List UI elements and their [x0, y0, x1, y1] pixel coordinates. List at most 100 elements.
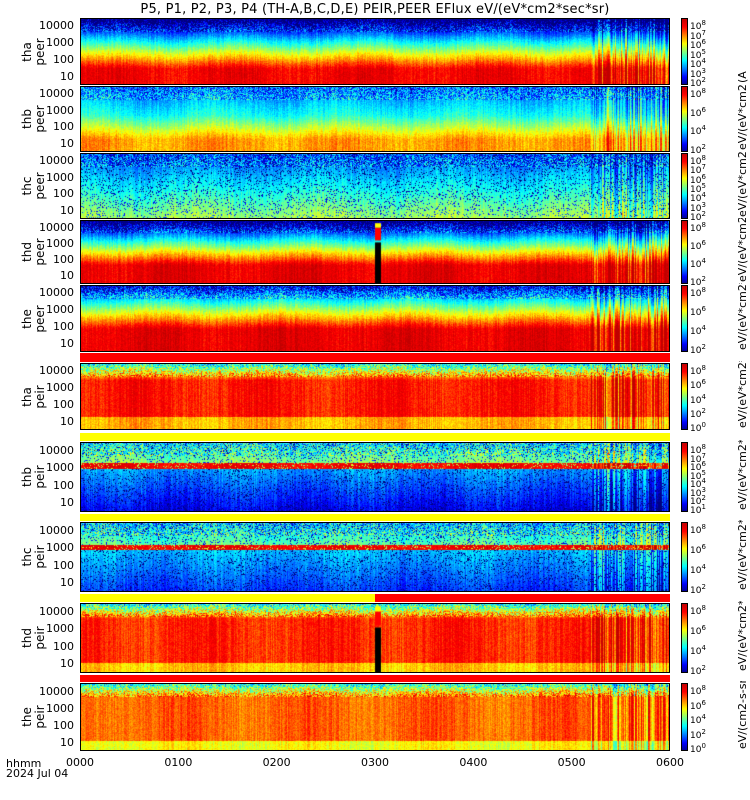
- y-tick-label: 1000: [46, 461, 74, 475]
- x-axis-date-label: 2024 Jul 04: [6, 767, 69, 780]
- colorbar-tick-label: 102: [690, 343, 706, 356]
- x-tick-label: 0600: [656, 756, 684, 769]
- colorbar-9: [681, 603, 688, 673]
- y-tick-label: 100: [53, 397, 74, 411]
- colorbar-tick-label: 104: [690, 57, 706, 70]
- colorbar-frame: [681, 153, 688, 219]
- y-tick-label: 100: [53, 253, 74, 266]
- y-tick-label: 10000: [39, 154, 74, 168]
- y-tick-label: 10: [60, 269, 74, 282]
- mode-indicator-strip: [80, 514, 670, 521]
- colorbar-tick-label: 104: [690, 392, 706, 406]
- x-tick-label: 0000: [66, 756, 94, 769]
- y-tick-label: 10: [60, 657, 74, 671]
- colorbar-tick-label: 102: [690, 275, 706, 288]
- colorbar-tick-label: 103: [690, 66, 706, 80]
- colorbar-frame: [681, 522, 688, 592]
- colorbar-tick-label: 102: [690, 406, 706, 420]
- y-tick-label: 100: [53, 52, 74, 66]
- colorbar-unit-label: eV/(eV*cm2*s*sr): [736, 440, 749, 510]
- spectrogram-panel-7: [80, 442, 670, 512]
- colorbar-tick-label: 108: [690, 364, 706, 377]
- spectrogram-panel-5: [80, 285, 670, 352]
- colorbar-tick-label: 102: [690, 76, 706, 89]
- y-tick-label: 10: [60, 203, 74, 217]
- colorbar-tick-label: 108: [690, 604, 706, 617]
- colorbar-tick-label: 107: [690, 28, 706, 42]
- colorbar-frame: [681, 86, 688, 152]
- colorbar-tick-label: 108: [690, 221, 706, 234]
- colorbar-tick-label: 108: [690, 87, 706, 100]
- colorbar-tick-label: 106: [690, 378, 706, 392]
- colorbar-frame: [681, 285, 688, 352]
- y-tick-label: 10000: [39, 523, 74, 537]
- colorbar-5: [681, 285, 688, 352]
- colorbar-tick-label: 104: [690, 257, 706, 270]
- y-tick-label: 1000: [46, 701, 74, 715]
- colorbar-frame: [681, 603, 688, 673]
- colorbar-unit-label: eV/(eV*cm2*s*sr): [736, 283, 749, 350]
- colorbar-frame: [681, 683, 688, 751]
- y-tick-label: 10: [60, 336, 74, 350]
- spectrogram-panel-1: [80, 18, 670, 85]
- colorbar-tick-label: 102: [690, 583, 706, 596]
- y-tick-label: 10: [60, 496, 74, 510]
- colorbar-tick-label: 108: [690, 19, 706, 32]
- mode-indicator-strip: [80, 433, 670, 441]
- y-tick-label: 100: [53, 558, 74, 572]
- y-tick-label: 100: [53, 718, 74, 732]
- figure-title: P5, P1, P2, P3, P4 (TH-A,B,C,D,E) PEIR,P…: [140, 2, 610, 17]
- colorbar-tick-label: 104: [690, 713, 706, 726]
- colorbar-tick-label: 103: [690, 200, 706, 214]
- colorbar-frame: [681, 18, 688, 85]
- x-tick-label: 0400: [459, 756, 488, 769]
- spectrogram-panel-2: [80, 86, 670, 152]
- y-tick-label: 100: [53, 639, 74, 653]
- colorbar-tick-label: 101: [690, 503, 706, 516]
- y-tick-label: 10000: [39, 684, 74, 698]
- colorbar-10: [681, 683, 688, 751]
- y-tick-label: 100: [53, 187, 74, 201]
- y-tick-label: 10: [60, 414, 74, 428]
- colorbar-unit-label: eV/(eV*cm2*s*sr): [736, 151, 749, 217]
- spectrogram-panel-4: [80, 220, 670, 284]
- y-tick-label: 10000: [39, 19, 74, 33]
- colorbar-frame: [681, 220, 688, 284]
- colorbar-frame: [681, 442, 688, 512]
- colorbar-tick-label: 104: [690, 563, 706, 576]
- spectrogram-panel-8: [80, 522, 670, 592]
- colorbar-tick-label: 106: [690, 105, 706, 119]
- colorbar-tick-label: 105: [690, 468, 706, 482]
- y-tick-label: 10000: [39, 443, 74, 457]
- colorbar-tick-label: 106: [690, 172, 706, 186]
- mode-indicator-strip: [80, 594, 670, 602]
- colorbar-unit-label: eV/(eV*cm2*s*sr): [736, 601, 749, 671]
- x-axis-unit-label: hhmm: [6, 757, 42, 770]
- x-tick-label: 0100: [164, 756, 193, 769]
- colorbar-unit-label: eV/(eV*cm2*s*sr): [736, 520, 749, 590]
- spectrogram-panel-6: [80, 363, 670, 430]
- mode-indicator-strip: [80, 675, 670, 682]
- colorbar-8: [681, 522, 688, 592]
- colorbar-tick-label: 108: [690, 443, 706, 456]
- colorbar-tick-label: 106: [690, 239, 706, 252]
- colorbar-unit-label: eV/(eV*cm2*s*sr): [736, 84, 749, 150]
- y-tick-label: 1000: [46, 237, 74, 250]
- colorbar-tick-label: 105: [690, 182, 706, 195]
- colorbar-tick-label: 104: [690, 644, 706, 657]
- colorbar-tick-label: 100: [690, 421, 706, 434]
- x-tick-label: 0200: [262, 756, 291, 769]
- y-tick-label: 10: [60, 136, 74, 150]
- spectrogram-panel-9: [80, 603, 670, 673]
- colorbar-tick-label: 106: [690, 305, 706, 318]
- spectrogram-panel-3: [80, 153, 670, 219]
- colorbar-tick-label: 104: [690, 124, 706, 138]
- colorbar-6: [681, 363, 688, 430]
- colorbar-tick-label: 106: [690, 38, 706, 51]
- mode-indicator-strip: [80, 353, 670, 362]
- colorbar-tick-label: 102: [690, 727, 706, 741]
- x-tick-label: 0500: [557, 756, 586, 769]
- y-tick-label: 100: [53, 478, 74, 492]
- colorbar-4: [681, 220, 688, 284]
- colorbar-1: [681, 18, 688, 85]
